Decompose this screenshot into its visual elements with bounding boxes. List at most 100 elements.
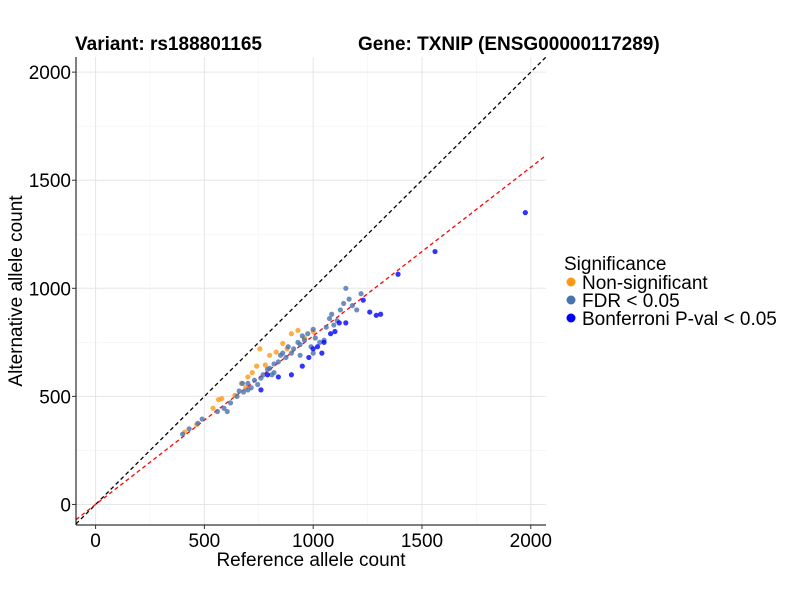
data-point-nonsig xyxy=(288,331,295,337)
data-point-fdr xyxy=(358,291,364,297)
data-point-nonsig xyxy=(273,349,279,355)
data-point-fdr xyxy=(331,322,337,328)
data-point-bonf xyxy=(332,328,338,335)
data-point-fdr xyxy=(271,370,277,376)
data-point-nonsig xyxy=(257,346,263,352)
data-point-fdr xyxy=(285,344,291,350)
data-point-bonf xyxy=(367,309,373,315)
y-tick-label: 1000 xyxy=(29,279,71,300)
data-point-fdr xyxy=(224,408,230,415)
data-point-fdr xyxy=(280,350,286,356)
data-point-fdr xyxy=(326,315,333,322)
x-tick-label: 500 xyxy=(189,531,221,552)
data-point-nonsig xyxy=(249,370,255,376)
data-point-fdr xyxy=(180,431,186,437)
data-point-fdr xyxy=(227,400,234,406)
reference-line-identity xyxy=(75,56,547,525)
data-points xyxy=(180,210,528,437)
data-point-fdr xyxy=(255,381,261,388)
data-point-bonf xyxy=(522,210,528,216)
data-point-bonf xyxy=(264,372,271,378)
data-point-fdr xyxy=(245,380,251,387)
grid xyxy=(76,57,546,525)
data-point-fdr xyxy=(186,426,192,432)
data-point-fdr xyxy=(248,385,254,391)
data-point-fdr xyxy=(343,285,349,291)
data-point-bonf xyxy=(310,346,316,352)
data-point-fdr xyxy=(283,354,289,361)
data-point-fdr xyxy=(260,372,266,378)
data-point-nonsig xyxy=(245,374,251,380)
data-point-bonf xyxy=(299,363,305,369)
data-point-fdr xyxy=(297,341,303,348)
axes: 0 500 1000 1500 2000 0 500 1000 1500 2000 xyxy=(29,57,552,552)
data-point-fdr xyxy=(214,408,221,415)
data-point-bonf xyxy=(378,311,384,317)
data-point-fdr xyxy=(317,339,323,345)
reference-line-fit xyxy=(75,154,547,521)
data-point-fdr xyxy=(354,307,360,313)
data-point-fdr xyxy=(275,359,281,365)
y-tick-label: 2000 xyxy=(29,63,71,84)
legend-label-non-significant: Non-significant xyxy=(582,273,708,294)
y-axis-title: Alternative allele count xyxy=(6,195,27,387)
title-gene: Gene: TXNIP (ENSG00000117289) xyxy=(358,34,660,55)
data-point-fdr xyxy=(195,420,201,427)
data-point-bonf xyxy=(360,297,366,303)
data-point-fdr xyxy=(271,361,277,367)
data-point-bonf xyxy=(319,350,325,356)
data-point-fdr xyxy=(240,389,247,395)
reference-lines xyxy=(75,56,547,525)
data-point-fdr xyxy=(346,296,352,302)
data-point-bonf xyxy=(373,312,379,318)
y-tick-label: 500 xyxy=(39,387,71,408)
data-point-fdr xyxy=(341,300,347,307)
data-point-fdr xyxy=(297,352,303,358)
y-tick-label: 1500 xyxy=(29,171,71,192)
x-tick-label: 2000 xyxy=(510,531,552,552)
data-point-fdr xyxy=(236,388,242,394)
data-point-fdr xyxy=(349,302,355,309)
data-point-fdr xyxy=(301,337,308,343)
y-tick-label: 0 xyxy=(60,495,71,516)
data-point-bonf xyxy=(275,374,281,380)
data-point-nonsig xyxy=(295,327,301,334)
data-point-bonf xyxy=(327,331,334,337)
x-axis-title: Reference allele count xyxy=(216,550,406,571)
data-point-fdr xyxy=(199,416,205,422)
legend-label-bonferroni: Bonferroni P-val < 0.05 xyxy=(582,309,777,330)
x-tick-label: 1500 xyxy=(401,531,443,552)
data-point-fdr xyxy=(290,346,297,352)
legend-swatch-non-significant xyxy=(566,277,576,287)
data-point-fdr xyxy=(310,350,316,356)
data-point-fdr xyxy=(251,377,258,383)
data-point-bonf xyxy=(343,320,349,326)
legend-swatch-fdr xyxy=(566,295,576,305)
data-point-nonsig xyxy=(210,405,216,411)
data-point-fdr xyxy=(239,380,246,387)
data-point-fdr xyxy=(299,333,305,339)
x-tick-label: 1000 xyxy=(292,531,334,552)
legend-swatch-bonferroni xyxy=(566,313,576,323)
data-point-fdr xyxy=(310,326,316,332)
data-point-nonsig xyxy=(262,362,268,368)
data-point-nonsig xyxy=(219,395,225,402)
data-point-nonsig xyxy=(280,340,286,347)
data-point-bonf xyxy=(306,354,312,361)
data-point-nonsig xyxy=(254,363,260,369)
data-point-fdr xyxy=(234,393,240,399)
x-tick-label: 0 xyxy=(90,531,101,552)
data-point-bonf xyxy=(258,387,264,393)
data-point-fdr xyxy=(288,350,295,356)
data-point-bonf xyxy=(321,339,327,345)
data-point-fdr xyxy=(337,307,343,313)
data-point-bonf xyxy=(336,320,342,326)
data-point-nonsig xyxy=(267,352,273,358)
legend: Significance Non-significant FDR < 0.05 … xyxy=(564,254,777,330)
title-variant: Variant: rs188801165 xyxy=(75,34,262,55)
data-point-fdr xyxy=(221,405,227,411)
legend-label-fdr: FDR < 0.05 xyxy=(582,291,680,312)
data-point-bonf xyxy=(432,248,438,255)
data-point-bonf xyxy=(288,372,295,378)
